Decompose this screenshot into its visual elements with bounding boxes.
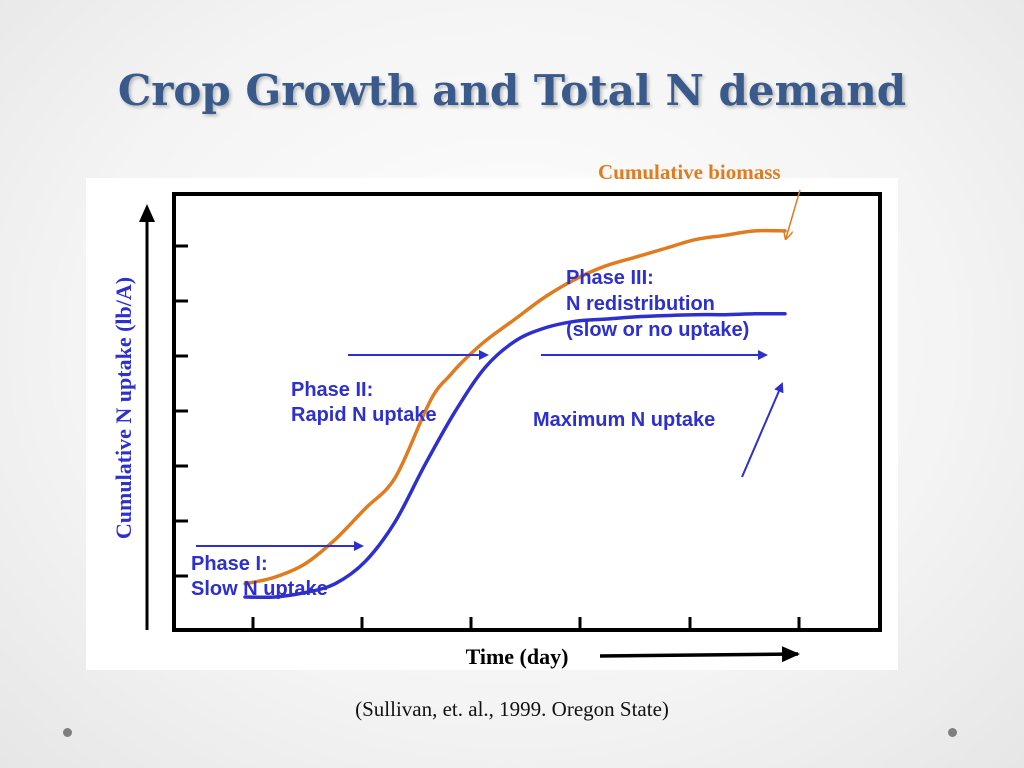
- phase3-label-line1: Phase III:: [566, 267, 654, 289]
- plot-frame: [172, 192, 882, 632]
- series-line-maximum-n-uptake: [243, 312, 787, 600]
- x-ticks: [251, 617, 801, 630]
- max-uptake-label: Maximum N uptake: [533, 409, 715, 431]
- phase2-label-line2: Rapid N uptake: [291, 404, 437, 426]
- phase1-label-line2: Slow N uptake: [191, 578, 328, 600]
- biomass-pointer-arrow: [786, 189, 801, 238]
- chart-figure: [86, 178, 898, 670]
- x-axis-label: Time (day): [466, 644, 569, 669]
- phase1-label-line1: Phase I:: [191, 553, 268, 575]
- phase3-label-line2: N redistribution: [566, 293, 715, 315]
- x-axis-arrow: [599, 646, 800, 663]
- corner-dot-left: [63, 728, 72, 737]
- phase3-label-line3: (slow or no uptake): [566, 319, 749, 341]
- y-axis-label: Cumulative N uptake (lb/A): [111, 277, 136, 539]
- corner-dot-right: [948, 728, 957, 737]
- max-uptake-arrow: [741, 382, 784, 478]
- series-line-cumulative-biomass: [243, 228, 787, 586]
- biomass-annotation: Cumulative biomass: [598, 160, 781, 184]
- y-ticks: [174, 244, 188, 578]
- y-axis-arrowhead: [139, 204, 155, 222]
- phase2-label-line1: Phase II:: [291, 379, 373, 401]
- citation: (Sullivan, et. al., 1999. Oregon State): [355, 697, 669, 721]
- slide-title: Crop Growth and Total N demand: [117, 66, 907, 115]
